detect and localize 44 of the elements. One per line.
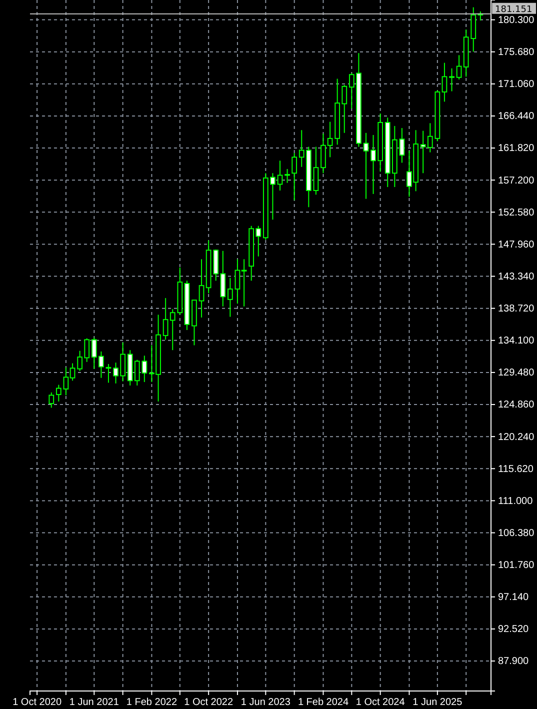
y-tick-label: 152.580 (498, 207, 535, 218)
y-tick-label: 92.520 (498, 624, 530, 636)
candlestick (363, 132, 369, 200)
y-tick-label: 166.440 (498, 111, 535, 122)
y-tick-label: 171.060 (498, 79, 535, 90)
x-tick-label: 1 Oct 2024 (356, 697, 406, 708)
candlestick (449, 68, 454, 92)
candlestick (277, 160, 283, 191)
x-tick-label: 1 Feb 2022 (126, 697, 178, 708)
y-tick-label: 120.240 (498, 432, 535, 443)
x-tick-label: 1 Jun 2021 (69, 697, 120, 708)
ref-line-label: 181.151 (495, 4, 532, 15)
candlestick (284, 168, 290, 184)
y-tick-label: 180.300 (498, 14, 535, 26)
y-tick-label: 124.860 (498, 400, 535, 411)
y-tick-label: 134.100 (498, 336, 535, 347)
y-tick-label: 161.820 (498, 143, 535, 154)
y-tick-label: 87.900 (498, 656, 530, 668)
candlestick (313, 146, 319, 196)
candlestick (399, 128, 405, 164)
candlestick (456, 54, 462, 80)
candlestick (442, 62, 448, 102)
candlestick (292, 152, 298, 201)
candlestick (228, 277, 233, 318)
x-tick-label: 1 Oct 2022 (184, 697, 234, 708)
y-tick-label: 157.200 (498, 175, 535, 186)
y-tick-label: 129.480 (498, 368, 535, 379)
candlestick (106, 363, 112, 384)
y-tick-label: 175.680 (498, 47, 535, 58)
x-tick-label: 1 Oct 2020 (12, 697, 62, 708)
candlestick (48, 392, 54, 408)
x-tick-label: 1 Jun 2023 (240, 697, 291, 708)
y-tick-label: 143.340 (498, 271, 535, 282)
y-tick-label: 115.620 (498, 464, 534, 475)
candlestick (198, 258, 204, 318)
y-tick-label: 97.140 (498, 592, 530, 604)
y-tick-label: 106.380 (498, 528, 535, 539)
candlestick (56, 384, 62, 402)
y-tick-label: 138.720 (498, 304, 535, 315)
y-tick-label: 101.760 (498, 560, 535, 572)
y-tick-label: 147.960 (498, 239, 535, 250)
x-tick-label: 1 Jun 2025 (412, 697, 463, 708)
y-tick-label: 111.000 (498, 496, 534, 507)
x-tick-label: 1 Feb 2024 (298, 697, 349, 708)
